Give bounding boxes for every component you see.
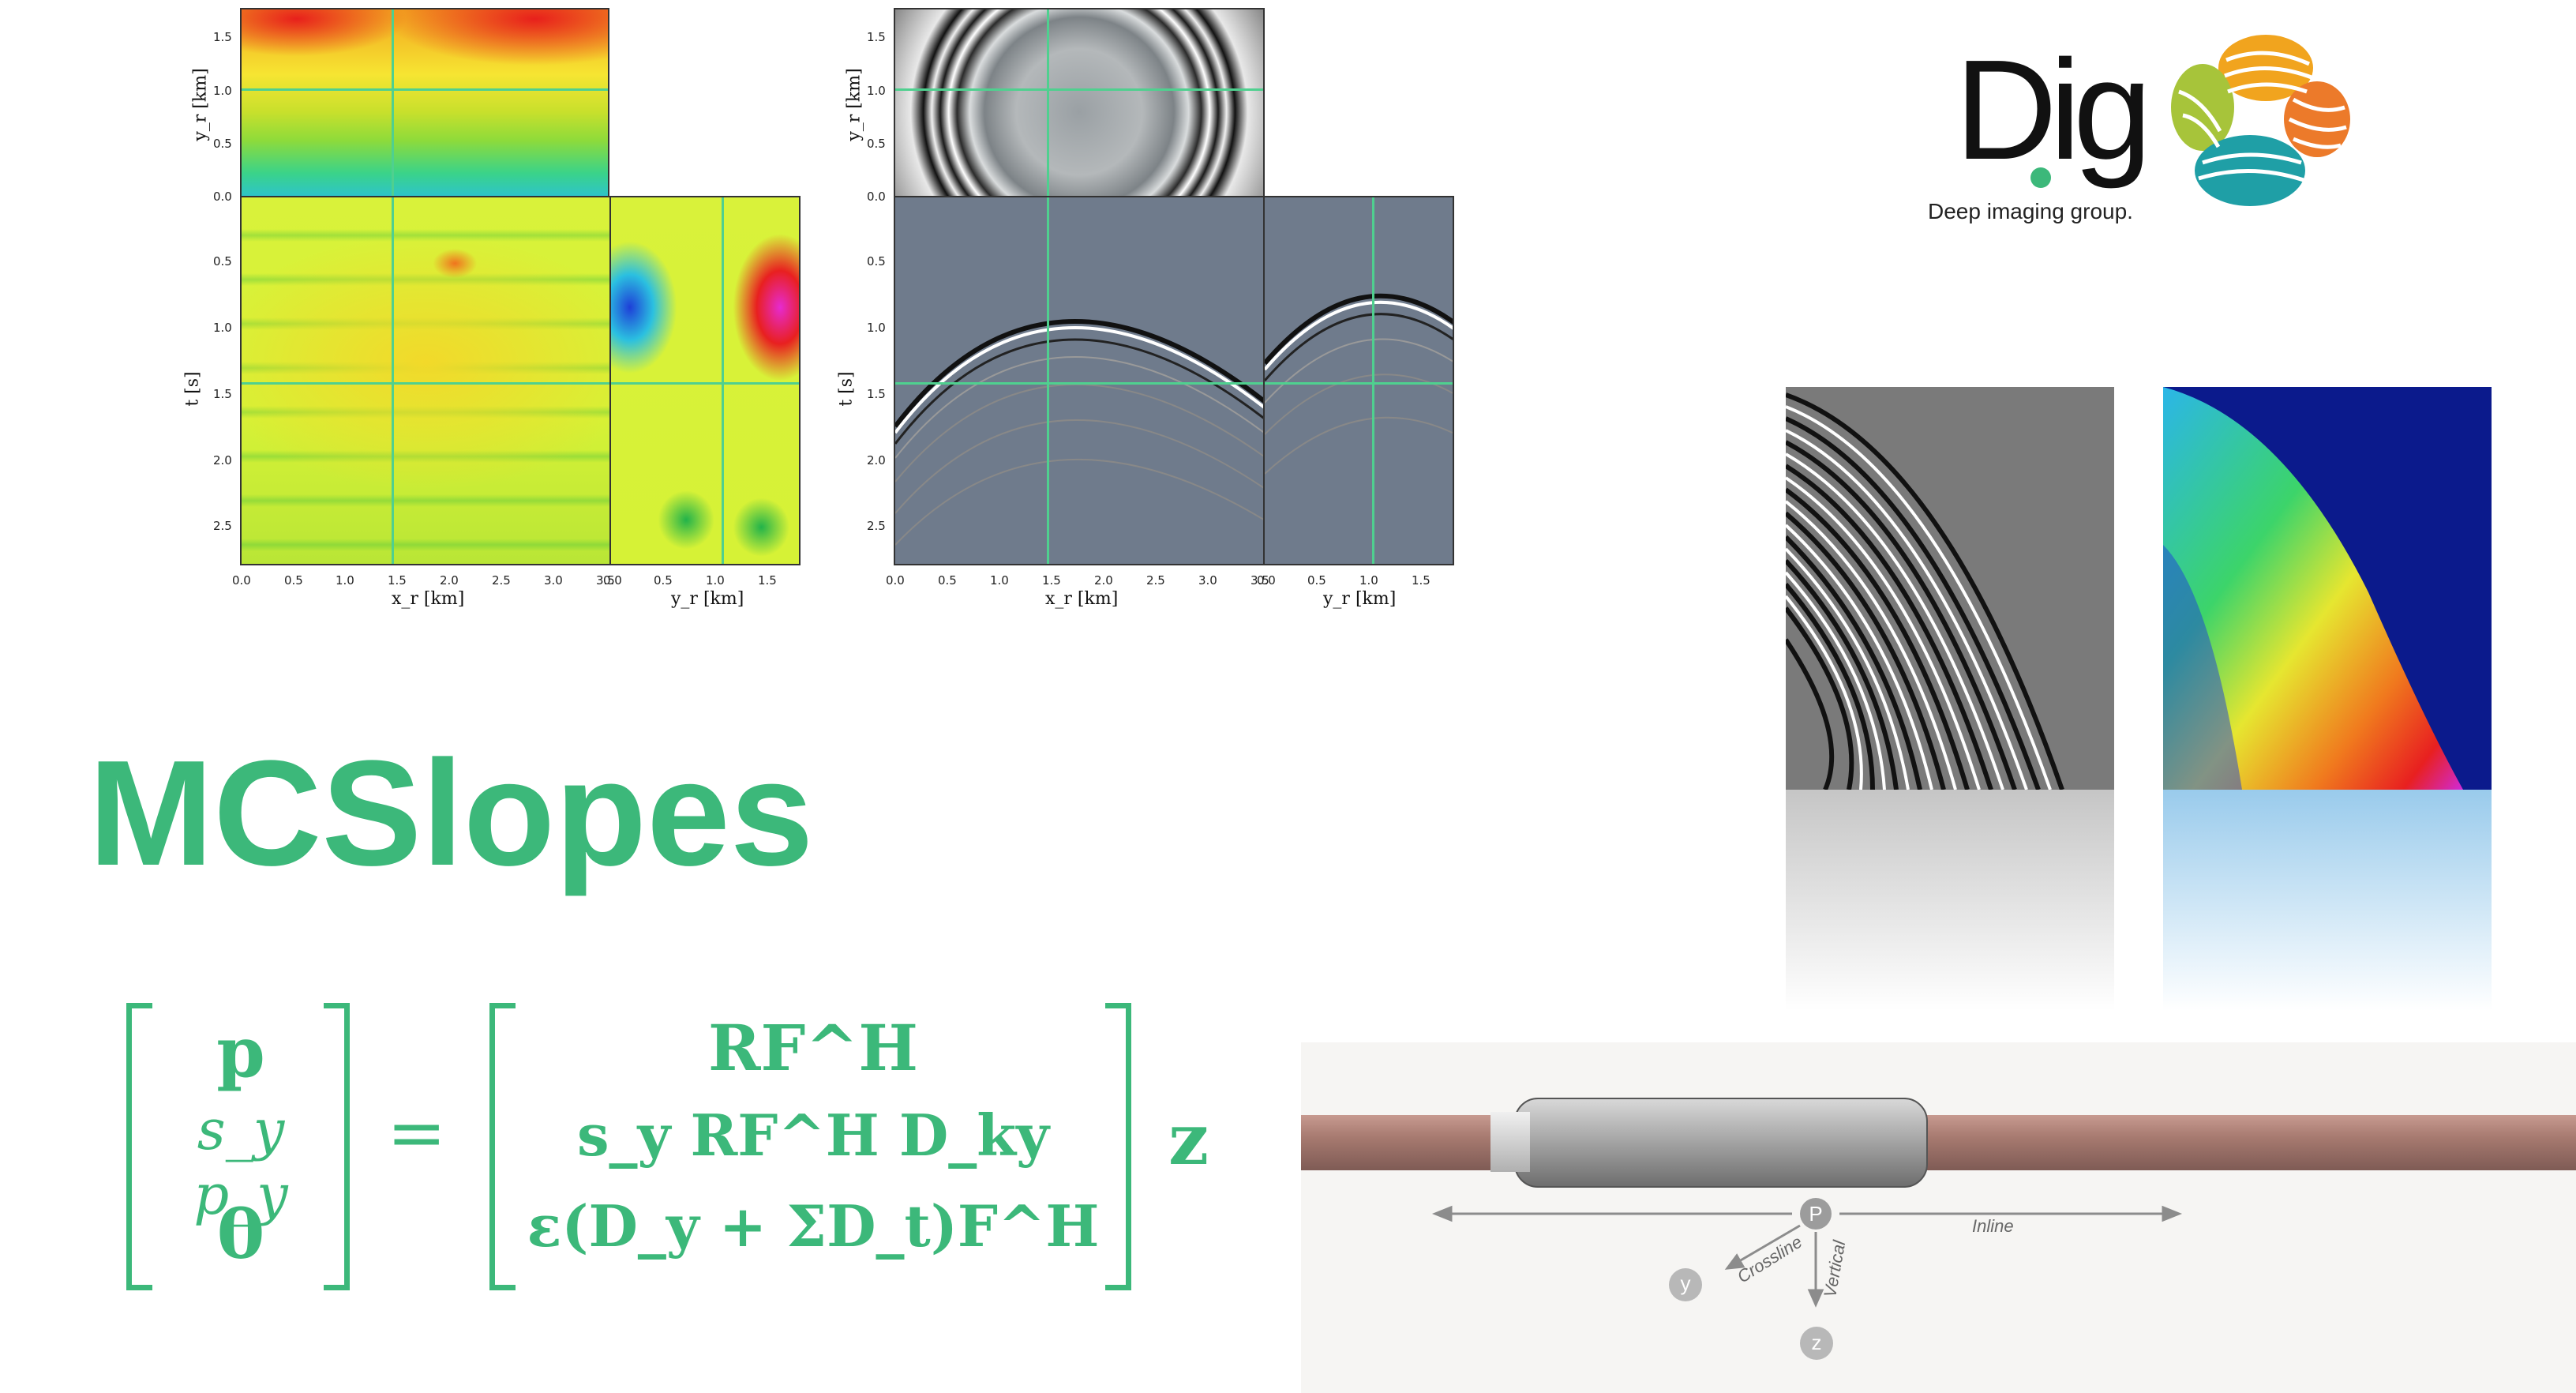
right-main-xtick: 2.0: [1094, 573, 1113, 588]
right-top-ytick: 0.5: [867, 137, 886, 151]
left-side-xtick: 0.0: [603, 573, 622, 588]
cable-sensor-cap: [1490, 1112, 1530, 1172]
right-main-xlabel: x_r [km]: [1045, 589, 1119, 609]
rhs-right-bracket: [1105, 1003, 1131, 1290]
left-side-xtick: 1.5: [758, 573, 777, 588]
dig-tagline: Deep imaging group.: [1928, 199, 2133, 223]
dig-logo-text: Dig: [1955, 31, 2152, 190]
left-main-ytick: 0.5: [213, 254, 232, 268]
rhs-left-bracket: [489, 1003, 516, 1290]
equation: p s_y p_y 0 = RF^H s_y RF^H D_ky ε(D_y +…: [118, 995, 1224, 1295]
left-side-xlabel: y_r [km]: [671, 589, 744, 609]
rhs-row: s_y RF^H D_ky: [577, 1102, 1049, 1169]
kaust-logo-icon: [2163, 28, 2353, 210]
right-top-panel: [894, 8, 1265, 197]
cable-sensor: [1514, 1098, 1928, 1188]
inline-label: Inline: [1972, 1216, 2014, 1236]
lhs-right-bracket: [324, 1003, 350, 1290]
right-top-ylabel: y_r [km]: [844, 68, 864, 141]
left-main-xtick: 3.5: [596, 573, 615, 588]
right-main-ytick: 2.0: [867, 453, 886, 467]
left-side-panel: [609, 196, 801, 565]
left-main-xtick: 1.0: [336, 573, 354, 588]
left-top-panel: [240, 8, 609, 197]
right-top-ytick: 1.5: [867, 30, 886, 44]
right-main-ytick: 1.0: [867, 321, 886, 335]
rhs-row: RF^H: [708, 1011, 918, 1085]
shot-gather-reflection: [1786, 790, 2114, 1011]
right-main-xtick: 0.5: [938, 573, 957, 588]
right-side-xtick: 1.5: [1412, 573, 1430, 588]
left-main-xtick: 3.0: [544, 573, 563, 588]
left-main-ytick: 1.0: [213, 321, 232, 335]
right-main-xtick: 1.5: [1042, 573, 1061, 588]
z-vector: z: [1168, 1098, 1209, 1181]
left-top-ytick: 1.0: [213, 84, 232, 98]
dig-logo-dot-icon: [2030, 167, 2051, 188]
left-main-ylabel: t [s]: [182, 371, 203, 407]
z-node-icon: z: [1800, 1327, 1833, 1360]
right-main-ytick: 0.5: [867, 254, 886, 268]
right-main-ylabel: t [s]: [836, 371, 857, 407]
right-main-xtick: 3.5: [1251, 573, 1269, 588]
p-node-icon: P: [1800, 1198, 1832, 1230]
slope-image: [2163, 387, 2492, 790]
y-node-icon: y: [1669, 1268, 1702, 1301]
right-main-xtick: 0.0: [886, 573, 905, 588]
left-main-xlabel: x_r [km]: [392, 589, 465, 609]
left-main-xtick: 2.0: [440, 573, 459, 588]
lhs-row: p: [216, 1011, 265, 1093]
rhs-row: ε(D_y + ΣD_t)F^H: [527, 1192, 1100, 1260]
left-side-xtick: 1.0: [706, 573, 725, 588]
right-main-ytick: 2.5: [867, 519, 886, 533]
left-main-xtick: 2.5: [492, 573, 511, 588]
left-main-ytick: 1.5: [213, 387, 232, 401]
left-main-xtick: 1.5: [388, 573, 407, 588]
right-side-xtick: 0.0: [1257, 573, 1276, 588]
lhs-row: 0: [216, 1192, 265, 1275]
lhs-row: s_y p_y: [193, 1098, 288, 1227]
page-title: MCSlopes: [88, 730, 814, 897]
lhs-left-bracket: [126, 1003, 152, 1290]
left-main-xtick: 0.5: [284, 573, 303, 588]
right-side-xlabel: y_r [km]: [1323, 589, 1397, 609]
left-top-ytick: 0.5: [213, 137, 232, 151]
left-main-xtick: 0.0: [232, 573, 251, 588]
dig-logo: Dig Deep imaging group.: [1926, 31, 2152, 229]
left-side-xtick: 0.5: [654, 573, 673, 588]
left-main-panel: [240, 196, 611, 565]
right-top-ytick: 0.0: [867, 190, 886, 204]
left-main-ytick: 2.0: [213, 453, 232, 467]
left-top-ylabel: y_r [km]: [190, 68, 211, 141]
right-side-xtick: 1.0: [1359, 573, 1378, 588]
right-main-xtick: 3.0: [1198, 573, 1217, 588]
left-top-ytick: 1.5: [213, 30, 232, 44]
cable-diagram: P Inline Crossline Vertical y z: [1301, 1042, 2576, 1393]
equals-sign: =: [387, 1091, 447, 1174]
right-main-panel: [894, 196, 1265, 565]
right-main-xtick: 1.0: [990, 573, 1009, 588]
shot-gather-image: [1786, 387, 2114, 790]
right-top-ytick: 1.0: [867, 84, 886, 98]
slope-image-reflection: [2163, 790, 2492, 1011]
right-side-panel: [1263, 196, 1454, 565]
left-top-ytick: 0.0: [213, 190, 232, 204]
left-main-ytick: 2.5: [213, 519, 232, 533]
right-main-xtick: 2.5: [1146, 573, 1165, 588]
right-main-ytick: 1.5: [867, 387, 886, 401]
right-side-xtick: 0.5: [1307, 573, 1326, 588]
